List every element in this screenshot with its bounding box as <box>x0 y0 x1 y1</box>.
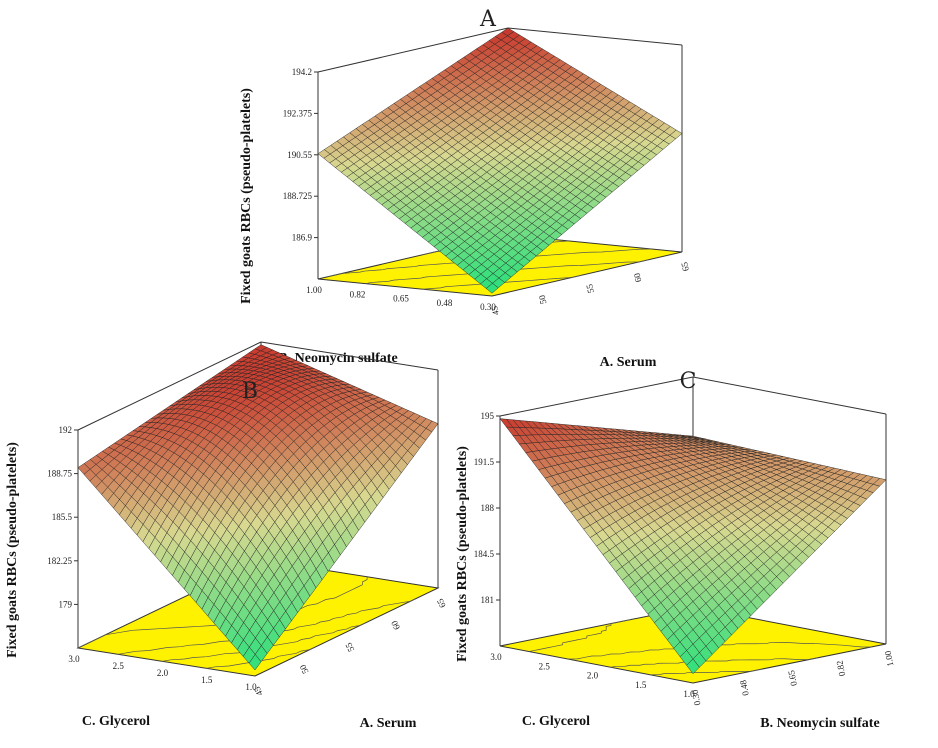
y-tick-label: 3.0 <box>68 654 80 664</box>
box-edge-top-left <box>317 27 509 73</box>
x-tick-label: 0.65 <box>786 669 799 687</box>
contour-line <box>206 647 315 669</box>
z-tick-label: 190.55 <box>287 150 312 160</box>
surface-plot-b: 179182.25185.5188.7519245505560651.01.52… <box>5 341 448 731</box>
y-tick-label: 1.0 <box>683 689 695 699</box>
z-axis-ticks: 186.9 188.725 190.55 192.375 194.2 <box>283 67 318 243</box>
y-axis-ticks: 1.0 1.5 2.0 2.5 3.0 <box>490 652 695 699</box>
panel-letter: B <box>242 379 258 404</box>
y-tick-label: 1.5 <box>201 675 213 685</box>
z-axis-ticks: 179 182.25 185.5 188.75 192 <box>47 425 78 609</box>
y-axis-ticks: 1.0 1.5 2.0 2.5 3.0 <box>68 654 257 692</box>
y-tick-label: 1.0 <box>245 682 257 692</box>
x-axis-label: A. Serum <box>360 716 417 731</box>
box-edge-top-right <box>692 376 887 415</box>
z-tick-label: 191.5 <box>474 457 495 467</box>
x-axis-label: A. Serum <box>600 355 657 370</box>
z-tick-label: 192 <box>59 425 73 435</box>
y-tick-label: 0.48 <box>437 298 453 308</box>
surface-plot-c: 181 184.5 188 191.5 195 0.30 0.48 0.65 0.82 1.00 1… <box>455 369 896 731</box>
z-tick-label: 188.75 <box>47 469 72 479</box>
y-tick-label: 0.82 <box>350 289 366 299</box>
contour-line <box>117 598 416 655</box>
x-tick-label: 45 <box>489 305 501 317</box>
box-edge-top-right <box>260 341 439 371</box>
z-tick-label: 194.2 <box>292 67 312 77</box>
response-surface <box>77 344 439 671</box>
z-tick-label: 192.375 <box>283 108 313 118</box>
x-tick-label: 0.48 <box>738 679 751 697</box>
contour-line <box>649 669 761 676</box>
response-surface <box>317 27 683 294</box>
y-tick-label: 2.5 <box>539 661 551 671</box>
y-axis-ticks: 0.30 0.48 0.65 0.82 1.00 <box>306 285 496 312</box>
x-axis-ticks: 0.30 0.48 0.65 0.82 1.00 <box>690 649 896 706</box>
y-tick-label: 3.0 <box>490 652 502 662</box>
surface-cell <box>248 654 262 671</box>
x-tick-label: 55 <box>584 283 596 295</box>
z-axis-label: Fixed goats RBCs (pseudo-platelets) <box>5 442 20 658</box>
contour-line <box>162 622 365 662</box>
y-axis-label: C. Glycerol <box>522 714 590 729</box>
y-tick-label: 1.00 <box>306 285 322 295</box>
y-tick-label: 2.0 <box>157 668 169 678</box>
response-surface <box>499 418 887 675</box>
z-tick-label: 182.25 <box>47 556 72 566</box>
box-edge-top-left <box>499 376 694 417</box>
z-tick-label: 186.9 <box>292 233 313 243</box>
surface-cell <box>485 283 499 294</box>
y-tick-label: 0.65 <box>393 294 409 304</box>
y-axis-label: B. Neomycin sulfate <box>278 351 397 366</box>
x-tick-label: 0.82 <box>834 660 847 677</box>
z-tick-label: 185.5 <box>52 512 73 522</box>
x-tick-label: 1.00 <box>883 649 896 667</box>
panel-letter: A <box>479 7 497 32</box>
y-axis-label: C. Glycerol <box>82 714 150 729</box>
z-tick-label: 188.725 <box>283 191 313 201</box>
box-edge-top-right <box>507 27 683 46</box>
contour-line <box>528 619 631 652</box>
y-tick-label: 0.30 <box>480 302 496 312</box>
x-tick-label: 50 <box>537 294 549 306</box>
panel-letter: C <box>680 369 697 394</box>
x-tick-label: 60 <box>389 619 402 632</box>
surface-plot-a: 186.9 188.725 190.55 192.375 194.2 45 50 55 60 65… <box>239 7 691 370</box>
z-tick-label: 188 <box>481 503 495 513</box>
z-axis-ticks: 181 184.5 188 191.5 195 <box>474 411 500 605</box>
box-edge-top-left <box>77 341 262 431</box>
surface-cell <box>686 658 700 675</box>
contour-line <box>610 657 819 668</box>
x-tick-label: 0.30 <box>690 688 703 706</box>
y-tick-label: 2.5 <box>113 661 125 671</box>
x-tick-label: 65 <box>679 261 691 273</box>
z-axis-label: Fixed goats RBCs (pseudo-platelets) <box>239 88 254 304</box>
x-axis-ticks: 45 50 55 60 65 <box>489 261 691 317</box>
x-tick-label: 50 <box>297 663 310 676</box>
y-tick-label: 2.0 <box>587 671 599 681</box>
x-tick-label: 55 <box>343 641 356 654</box>
z-tick-label: 181 <box>481 595 495 605</box>
z-axis-label: Fixed goats RBCs (pseudo-platelets) <box>455 446 470 662</box>
x-tick-label: 65 <box>435 597 448 610</box>
x-tick-label: 60 <box>632 272 644 284</box>
z-tick-label: 179 <box>59 599 73 609</box>
z-tick-label: 184.5 <box>474 549 495 559</box>
x-axis-label: B. Neomycin sulfate <box>760 716 879 731</box>
y-tick-label: 1.5 <box>635 680 647 690</box>
z-tick-label: 195 <box>481 411 495 421</box>
